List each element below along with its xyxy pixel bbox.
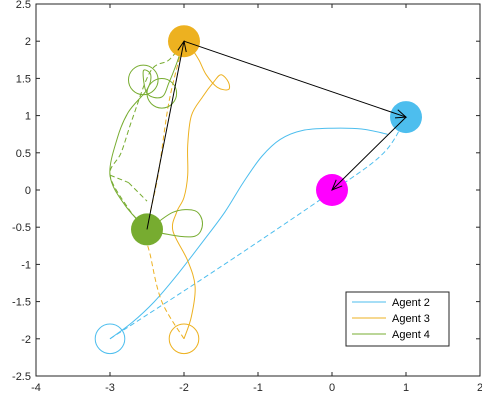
arrow-shaft bbox=[183, 40, 407, 118]
planned-path bbox=[109, 40, 185, 232]
y-tick-label: -2 bbox=[21, 334, 31, 346]
arrow bbox=[331, 116, 407, 191]
safety-circle bbox=[146, 77, 178, 109]
legend-label: Agent 3 bbox=[392, 313, 430, 325]
safety-circle bbox=[168, 323, 200, 355]
x-tick-label: 0 bbox=[329, 382, 335, 394]
arrows-layer bbox=[146, 39, 408, 230]
x-tick-label: 2 bbox=[477, 382, 482, 394]
axes: -4 -3 -2 -1 0 1 2 -2.5 -2 -1.5 -1 -0.5 0 0.5 1 1.5 2 2.5 bbox=[12, 0, 482, 394]
y-tick-label: -1 bbox=[21, 259, 31, 271]
series-agent-4 bbox=[109, 40, 204, 238]
x-tick-label: -2 bbox=[179, 382, 189, 394]
y-tick-label: -2.5 bbox=[12, 371, 31, 383]
arrow-shaft bbox=[331, 116, 407, 191]
y-tick-label: -0.5 bbox=[12, 222, 31, 234]
planned-segment bbox=[128, 182, 148, 202]
planned-segment bbox=[109, 174, 129, 184]
trajectory-line bbox=[171, 40, 231, 339]
arrow-shaft bbox=[146, 41, 185, 230]
legend: Agent 2 Agent 3 Agent 4 bbox=[345, 291, 450, 347]
y-tick-label: 0.5 bbox=[16, 148, 31, 160]
trajectory-line bbox=[109, 127, 388, 340]
series-layer bbox=[94, 40, 407, 355]
y-tick-label: 1.5 bbox=[16, 73, 31, 85]
y-tick-label: 2.5 bbox=[16, 0, 31, 11]
trajectory-line bbox=[109, 41, 204, 238]
y-tick-label: -1.5 bbox=[12, 297, 31, 309]
x-tick-label: -4 bbox=[31, 382, 41, 394]
safety-circle bbox=[128, 64, 159, 96]
y-tick-label: 2 bbox=[25, 36, 31, 48]
series-agent-2 bbox=[94, 116, 407, 355]
y-tick-label: 1 bbox=[25, 111, 31, 123]
safety-circle bbox=[94, 323, 126, 355]
legend-label: Agent 4 bbox=[392, 329, 430, 341]
planned-path bbox=[109, 116, 407, 340]
x-tick-label: -3 bbox=[105, 382, 115, 394]
x-tick-label: -1 bbox=[253, 382, 263, 394]
legend-label: Agent 2 bbox=[392, 297, 430, 309]
x-tick-label: 1 bbox=[403, 382, 409, 394]
legend-box bbox=[345, 291, 450, 347]
y-tick-label: 0 bbox=[25, 185, 31, 197]
arrow-head bbox=[331, 179, 343, 191]
